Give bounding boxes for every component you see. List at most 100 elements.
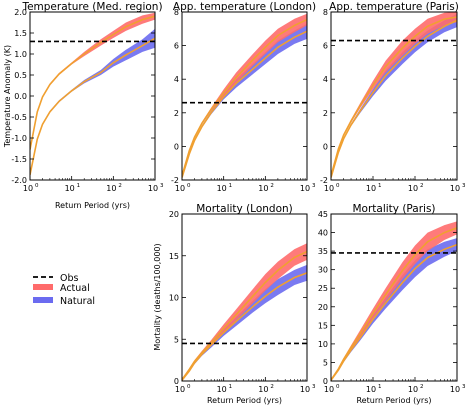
panel-title: Temperature (Med. region)	[21, 1, 162, 13]
y-tick-label: 4	[323, 75, 328, 84]
x-tick-label: 10	[408, 385, 418, 394]
y-tick-label: 10	[169, 294, 179, 303]
x-tick-exponent: 1	[378, 183, 382, 189]
x-tick-exponent: 3	[160, 183, 164, 189]
legend: Obs Actual Natural	[33, 273, 95, 307]
y-tick-label: 2.0	[14, 8, 27, 17]
x-tick-exponent: 0	[336, 183, 340, 189]
y-tick-label: 40	[318, 229, 328, 238]
panel-temperature-med: Temperature (Med. region) Temperature An…	[3, 1, 164, 210]
y-tick-label: 25	[318, 284, 328, 293]
natural-median-line	[182, 30, 307, 178]
x-tick-exponent: 3	[312, 183, 316, 189]
y-axis-label: Temperature Anomaly (K)	[3, 45, 12, 148]
actual-median-line	[30, 15, 155, 150]
x-tick-label: 10	[324, 184, 334, 193]
actual-band	[30, 12, 155, 151]
x-tick-exponent: 1	[229, 183, 233, 189]
actual-band	[331, 12, 457, 177]
x-tick-label: 10	[366, 184, 376, 193]
legend-swatch-natural	[33, 297, 53, 303]
x-tick-exponent: 2	[420, 384, 424, 390]
y-tick-label: -2.0	[11, 176, 27, 185]
x-tick-exponent: 0	[187, 384, 191, 390]
panel-title: Mortality (Paris)	[352, 203, 435, 215]
y-tick-label: 20	[318, 303, 328, 312]
plot-area	[30, 12, 155, 176]
actual-band	[182, 13, 307, 177]
actual-band	[182, 243, 307, 381]
plot-area	[182, 13, 307, 179]
x-tick-exponent: 1	[77, 183, 81, 189]
panel-title: App. temperature (London)	[173, 1, 316, 13]
y-tick-label: 45	[318, 210, 328, 219]
actual-median-line	[182, 250, 307, 381]
y-tick-label: -2	[320, 176, 328, 185]
panel-title: App. temperature (Paris)	[329, 1, 459, 13]
x-tick-exponent: 2	[270, 384, 274, 390]
legend-swatch-actual	[33, 284, 53, 290]
y-tick-label: 15	[169, 252, 179, 261]
y-tick-label: 2	[323, 109, 328, 118]
y-tick-label: 5	[323, 358, 328, 367]
natural-median-line	[30, 37, 155, 175]
panel-mortality-london: Mortality (London) Mortality (deaths/100…	[153, 203, 316, 405]
y-tick-label: 0	[174, 142, 179, 151]
natural-band	[331, 238, 457, 381]
y-tick-label: 6	[323, 42, 328, 51]
x-tick-label: 10	[175, 184, 185, 193]
legend-label-actual: Actual	[60, 283, 90, 294]
x-tick-label: 10	[148, 184, 158, 193]
y-tick-label: 30	[318, 266, 328, 275]
x-tick-exponent: 2	[420, 183, 424, 189]
x-tick-exponent: 3	[312, 384, 316, 390]
plot-area	[331, 12, 457, 179]
y-tick-label: 4	[174, 75, 179, 84]
x-tick-exponent: 3	[462, 183, 466, 189]
natural-median-line	[182, 272, 307, 381]
x-tick-label: 10	[258, 184, 268, 193]
x-tick-exponent: 0	[187, 183, 191, 189]
plot-area	[331, 221, 457, 381]
x-tick-label: 10	[324, 385, 334, 394]
natural-band	[182, 264, 307, 381]
y-tick-label: -0.5	[11, 113, 27, 122]
x-tick-label: 10	[450, 184, 460, 193]
plot-area	[182, 243, 307, 381]
actual-median-line	[331, 16, 457, 177]
natural-band	[331, 13, 457, 179]
axes-frame	[330, 213, 458, 382]
actual-band	[331, 221, 457, 381]
y-tick-label: 1.0	[14, 50, 27, 59]
y-tick-label: 1.5	[14, 29, 27, 38]
x-tick-exponent: 2	[270, 183, 274, 189]
axes-frame	[181, 11, 308, 181]
y-tick-label: 8	[174, 8, 179, 17]
y-tick-label: 5	[174, 335, 179, 344]
x-tick-label: 10	[217, 385, 227, 394]
x-tick-label: 10	[300, 184, 310, 193]
legend-label-natural: Natural	[60, 296, 95, 307]
x-axis-label: Return Period (yrs)	[356, 396, 431, 405]
x-tick-exponent: 3	[462, 384, 466, 390]
x-tick-label: 10	[23, 184, 33, 193]
y-tick-label: 6	[174, 42, 179, 51]
x-tick-label: 10	[175, 385, 185, 394]
y-tick-label: 8	[323, 8, 328, 17]
y-axis-label: Mortality (deaths/100,000)	[153, 243, 162, 350]
actual-median-line	[331, 227, 457, 381]
natural-median-line	[331, 19, 457, 178]
x-tick-label: 10	[217, 184, 227, 193]
x-tick-exponent: 0	[35, 183, 39, 189]
x-tick-exponent: 0	[336, 384, 340, 390]
x-tick-exponent: 2	[118, 183, 122, 189]
panel-title: Mortality (London)	[196, 203, 293, 215]
natural-median-line	[331, 243, 457, 381]
y-tick-label: 0.0	[14, 92, 27, 101]
y-tick-label: 35	[318, 247, 328, 256]
y-tick-label: 2	[174, 109, 179, 118]
y-tick-label: 0.5	[14, 71, 27, 80]
panel-mortality-paris: Mortality (Paris) Return Period (yrs) 0 5…	[318, 203, 466, 405]
